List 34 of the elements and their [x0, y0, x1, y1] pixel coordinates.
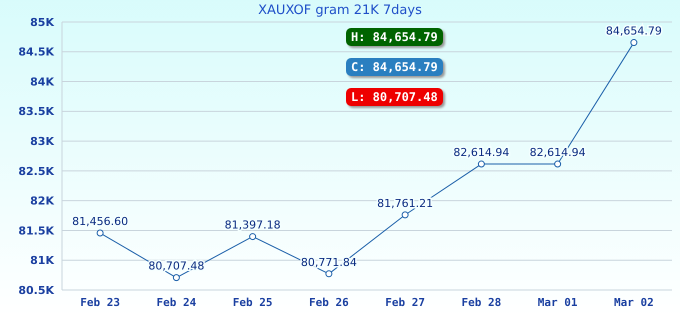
x-tick-label: Feb 23 [80, 296, 120, 309]
y-tick-label: 85K [30, 16, 54, 29]
y-tick-label: 82.5K [18, 164, 54, 178]
data-label: 81,397.18 [224, 218, 281, 232]
y-tick-label: 83.5K [18, 105, 54, 118]
x-tick-label: Feb 27 [385, 296, 425, 309]
chart-title: XAUXOF gram 21K 7days [258, 3, 422, 18]
y-tick-label: 82K [30, 194, 54, 208]
point [249, 233, 256, 240]
data-label: 81,456.60 [72, 215, 128, 228]
y-tick-label: 84K [30, 75, 54, 88]
annotation: L: 80,707.48 [346, 88, 443, 106]
point [630, 39, 638, 46]
x-tick-label: Feb 24 [156, 296, 197, 309]
data-label: 84,654.79 [606, 24, 662, 38]
x-tick-label: Feb 25 [232, 296, 272, 309]
y-tick-label: 81.5K [18, 224, 54, 238]
annotation: H: 84,654.79 [346, 28, 443, 46]
x-tick-label: Feb 26 [309, 296, 350, 309]
y-tick-label: 80.5K [18, 284, 54, 297]
point [402, 211, 409, 218]
x-tick-label: Feb 28 [462, 296, 502, 309]
point [172, 274, 180, 282]
y-tick-label: 84.5K [18, 46, 54, 59]
annotation: C: 84,654.79 [346, 58, 443, 76]
y-tick-label: 81K [30, 254, 54, 268]
x-tick-label: Mar 01 [538, 296, 578, 309]
point [325, 270, 332, 278]
y-tick-label: 83K [30, 135, 54, 148]
point [554, 160, 562, 168]
point [478, 160, 485, 168]
x-tick-label: Mar 02 [614, 296, 654, 309]
data-label: 82,614.94 [453, 146, 510, 160]
point [96, 230, 104, 237]
